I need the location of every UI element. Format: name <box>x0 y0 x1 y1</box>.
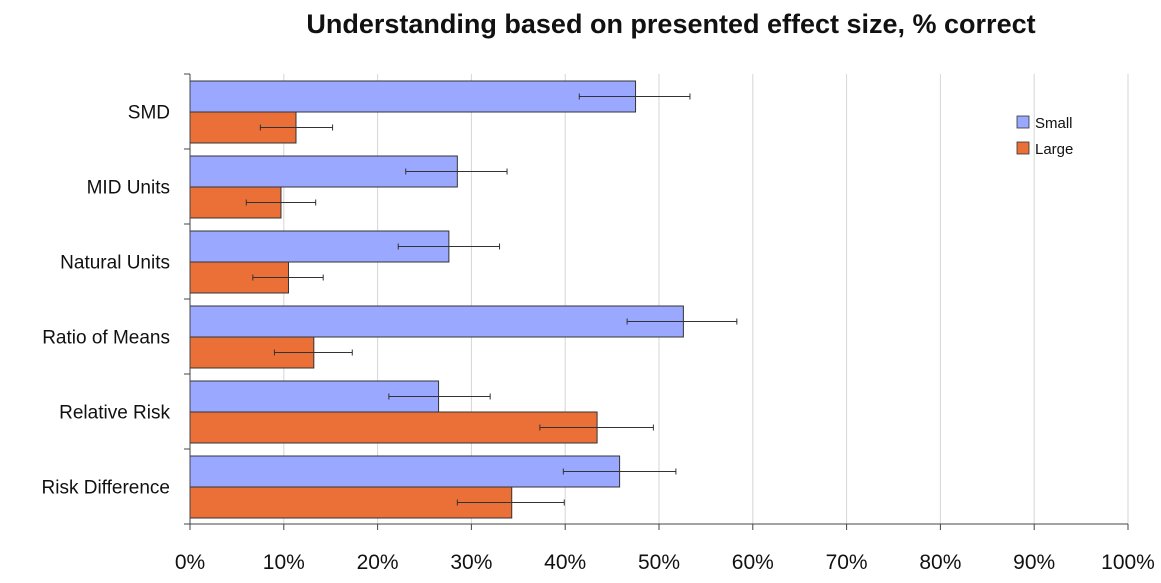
x-tick-label: 40% <box>544 551 586 574</box>
tick-labels: 0% 10% 20% 30% 40% 50% 60% 70% 80% 90% 100% <box>175 551 1155 574</box>
bars <box>189 80 684 519</box>
category-label: Ratio of Means <box>42 328 170 349</box>
category-labels: SMD MID Units Natural Units Ratio of Means R… <box>42 103 171 499</box>
bar-small <box>189 455 621 488</box>
x-tick-label: 0% <box>175 551 205 574</box>
legend-label-large: Large <box>1035 141 1073 158</box>
legend-swatch-small <box>1016 115 1030 129</box>
x-tick-label: 20% <box>357 551 399 574</box>
category-label: SMD <box>128 103 170 124</box>
legend-swatch-large <box>1016 141 1030 155</box>
x-tick-label: 100% <box>1101 551 1155 574</box>
gridlines <box>283 74 1129 524</box>
bar-small <box>189 80 637 113</box>
x-tick-label: 70% <box>826 551 868 574</box>
x-tick-label: 50% <box>638 551 680 574</box>
legend-label-small: Small <box>1035 115 1073 132</box>
x-tick-label: 60% <box>732 551 774 574</box>
category-label: Risk Difference <box>42 478 170 499</box>
x-tick-label: 30% <box>450 551 492 574</box>
x-tick-label: 10% <box>263 551 305 574</box>
category-label: Relative Risk <box>59 403 170 424</box>
x-tick-label: 90% <box>1013 551 1055 574</box>
axes <box>184 73 1129 530</box>
bar-large <box>189 411 598 444</box>
legend: Small Large <box>1016 115 1073 158</box>
x-tick-label: 80% <box>919 551 961 574</box>
bar-small <box>189 305 684 338</box>
chart-title: Understanding based on presented effect … <box>306 9 1035 39</box>
error-bars <box>245 93 738 506</box>
category-label: Natural Units <box>60 253 170 274</box>
category-label: MID Units <box>87 178 170 199</box>
